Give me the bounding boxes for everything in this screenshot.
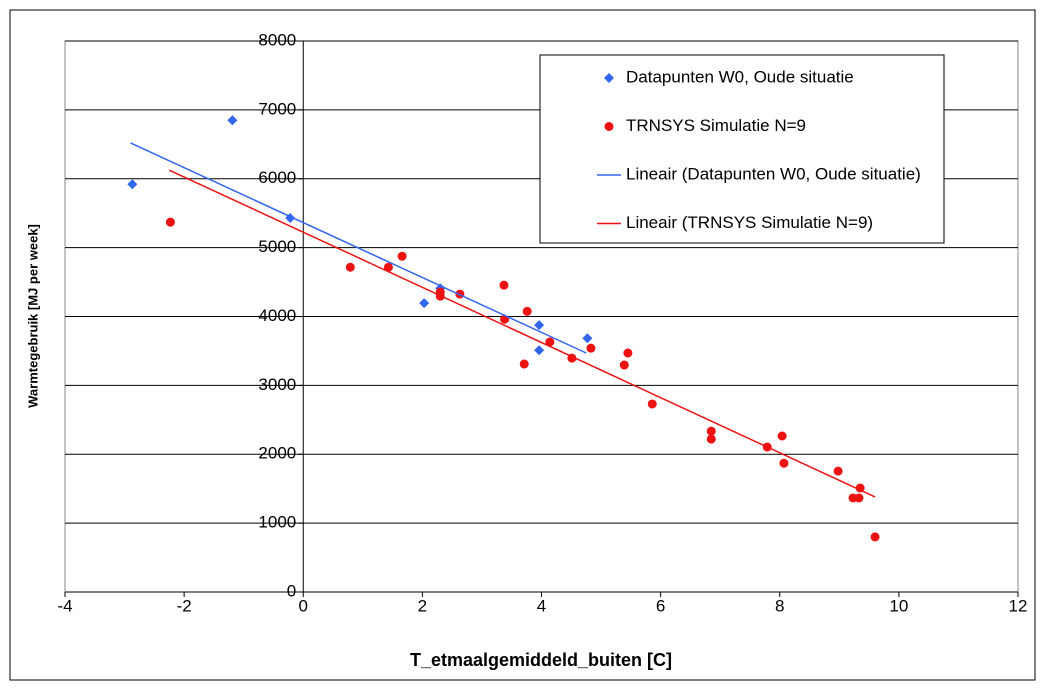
x-tick-label: 4 bbox=[537, 596, 546, 615]
legend-swatch bbox=[604, 122, 614, 131]
y-tick-label: 8000 bbox=[258, 30, 296, 49]
data-point bbox=[545, 337, 555, 347]
data-point bbox=[227, 115, 238, 126]
data-point bbox=[619, 360, 629, 370]
data-point bbox=[777, 431, 787, 441]
data-point bbox=[345, 262, 355, 272]
legend: Datapunten W0, Oude situatie TRNSYS Simul… bbox=[597, 67, 921, 232]
data-point bbox=[534, 345, 545, 356]
data-point bbox=[165, 217, 175, 227]
data-point bbox=[519, 359, 529, 369]
legend-label: Lineair (Datapunten W0, Oude situatie) bbox=[626, 164, 921, 183]
x-tick-label: 6 bbox=[656, 596, 665, 615]
x-axis-label: T_etmaalgemiddeld_buiten [C] bbox=[410, 650, 672, 670]
x-tick-label: 2 bbox=[418, 596, 427, 615]
x-tick-label: 0 bbox=[299, 596, 308, 615]
data-point bbox=[623, 348, 633, 358]
y-tick-label: 5000 bbox=[258, 237, 296, 256]
x-tick-label: -2 bbox=[177, 596, 192, 615]
data-point bbox=[499, 280, 509, 290]
data-point bbox=[855, 483, 865, 493]
legend-label: Datapunten W0, Oude situatie bbox=[626, 67, 854, 86]
legend-label: Lineair (TRNSYS Simulatie N=9) bbox=[626, 213, 873, 232]
marks-layer bbox=[127, 115, 880, 542]
data-point bbox=[870, 532, 880, 542]
data-point bbox=[419, 298, 430, 309]
data-point bbox=[522, 306, 532, 316]
x-tick-label: 10 bbox=[889, 596, 908, 615]
y-tick-label: 4000 bbox=[258, 306, 296, 325]
data-point bbox=[706, 426, 716, 436]
data-point bbox=[647, 399, 657, 409]
data-point bbox=[854, 493, 864, 503]
data-point bbox=[706, 434, 716, 444]
legend-box bbox=[539, 54, 945, 244]
y-tick-label: 1000 bbox=[258, 513, 296, 532]
data-point bbox=[397, 251, 407, 261]
trend-line bbox=[168, 169, 876, 498]
x-tick-label: -4 bbox=[57, 596, 72, 615]
y-tick-label: 7000 bbox=[258, 99, 296, 118]
data-point bbox=[127, 179, 138, 190]
y-tick-label: 0 bbox=[287, 581, 296, 600]
y-tick-label: 6000 bbox=[258, 168, 296, 187]
data-point bbox=[779, 458, 789, 468]
data-point bbox=[582, 333, 593, 344]
data-point bbox=[833, 466, 843, 476]
data-point bbox=[586, 343, 596, 353]
legend-swatch bbox=[604, 73, 614, 83]
trend-line bbox=[130, 142, 587, 354]
y-tick-label: 2000 bbox=[258, 444, 296, 463]
data-point bbox=[534, 320, 545, 331]
y-axis-label: Warmtegebruik [MJ per week] bbox=[25, 224, 40, 408]
legend-label: TRNSYS Simulatie N=9 bbox=[626, 116, 806, 135]
y-tick-label: 3000 bbox=[258, 375, 296, 394]
data-point bbox=[383, 262, 393, 272]
x-tick-label: 12 bbox=[1009, 596, 1028, 615]
x-tick-label: 8 bbox=[775, 596, 784, 615]
